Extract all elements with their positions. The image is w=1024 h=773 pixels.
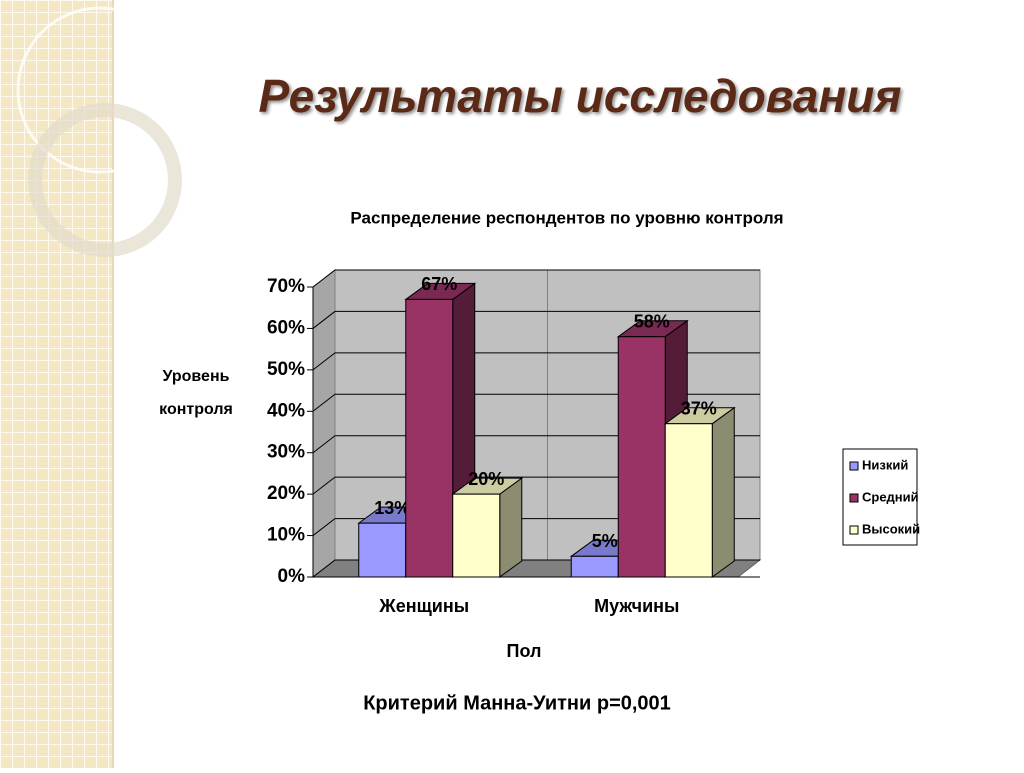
grid-line	[312, 269, 760, 288]
y-tick-label: 20%	[267, 483, 305, 504]
footnote: Критерий Манна-Уитни p=0,001	[363, 692, 671, 714]
value-label: 58%	[634, 311, 670, 331]
y-axis-label: Уровень контроля	[159, 368, 233, 418]
x-axis-label: Пол	[507, 641, 542, 661]
bar	[664, 423, 713, 578]
bar	[358, 522, 407, 578]
bar	[405, 298, 454, 578]
bar	[452, 493, 501, 578]
legend-swatch	[849, 525, 859, 535]
chart-title: Распределение респондентов по уровню кон…	[350, 208, 783, 227]
y-tick-label: 40%	[267, 400, 305, 421]
value-label: 20%	[468, 469, 504, 489]
bar	[617, 336, 666, 578]
legend-swatch	[849, 461, 859, 471]
decor-circle	[28, 103, 182, 257]
bar-side	[711, 406, 735, 578]
y-tick-label: 50%	[267, 359, 305, 380]
x-tick-label: Мужчины	[594, 596, 679, 616]
legend-label: Средний	[862, 489, 919, 504]
value-label: 13%	[374, 498, 410, 518]
y-tick-label: 10%	[267, 525, 305, 546]
decor-circle	[16, 6, 184, 174]
legend-swatch	[849, 493, 859, 503]
y-tick-label: 30%	[267, 442, 305, 463]
y-tick-label: 0%	[278, 566, 306, 587]
value-label: 5%	[592, 531, 618, 551]
legend-label: Низкий	[862, 457, 908, 472]
grid-line	[312, 310, 760, 329]
slide-title: Результаты исследования	[259, 70, 902, 122]
side-wall	[312, 268, 336, 579]
x-tick-label: Женщины	[378, 596, 469, 616]
value-label: 37%	[681, 398, 717, 418]
value-label: 67%	[421, 274, 457, 294]
y-tick-label: 70%	[267, 276, 305, 297]
bar	[570, 555, 619, 578]
legend-label: Высокий	[862, 521, 920, 536]
y-tick-label: 60%	[267, 317, 305, 338]
bar-side	[499, 477, 523, 578]
